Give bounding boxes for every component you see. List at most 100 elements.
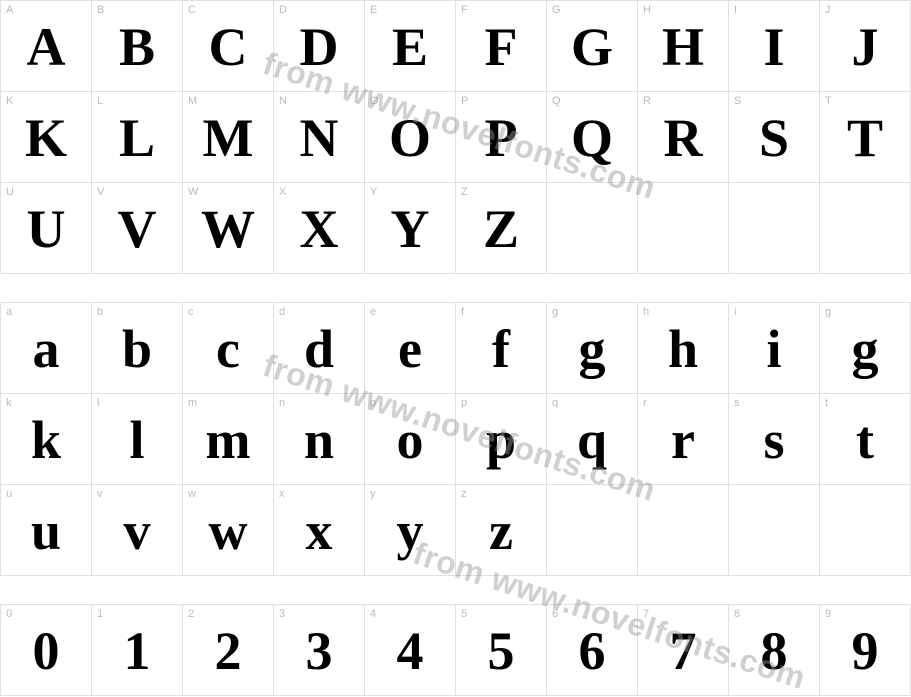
- glyph-cell: ll: [92, 394, 183, 485]
- glyph: 6: [579, 624, 606, 678]
- glyph-cell-label: y: [370, 488, 376, 500]
- glyph-cell: tt: [820, 394, 911, 485]
- glyph-cell: YY: [365, 183, 456, 274]
- glyph: Z: [483, 202, 519, 256]
- glyph-cell-label: 6: [552, 608, 558, 620]
- glyph-cell-label: X: [279, 186, 286, 198]
- glyph-grid-digits: 00112233445566778899: [0, 604, 911, 696]
- glyph-cell: ff: [456, 303, 547, 394]
- glyph-cell-label: t: [825, 397, 828, 409]
- glyph-cell-label: 2: [188, 608, 194, 620]
- glyph-cell: JJ: [820, 1, 911, 92]
- glyph-cell-label: V: [97, 186, 104, 198]
- glyph-cell-label: Z: [461, 186, 468, 198]
- glyph-cell-label: 8: [734, 608, 740, 620]
- glyph: 5: [488, 624, 515, 678]
- glyph-cell-label: P: [461, 95, 468, 107]
- glyph-cell-label: m: [188, 397, 197, 409]
- glyph: R: [664, 111, 703, 165]
- glyph-cell: 77: [638, 605, 729, 696]
- glyph-cell: [820, 183, 911, 274]
- glyph: t: [856, 413, 874, 467]
- glyph-cell: [547, 183, 638, 274]
- glyph-cell-label: 9: [825, 608, 831, 620]
- glyph: 0: [33, 624, 60, 678]
- glyph: T: [847, 111, 883, 165]
- glyph-cell-label: T: [825, 95, 832, 107]
- glyph-cell: aa: [1, 303, 92, 394]
- glyph-cell-label: s: [734, 397, 740, 409]
- glyph-cell: [547, 485, 638, 576]
- section-spacer: [0, 274, 911, 302]
- glyph-cell: 99: [820, 605, 911, 696]
- glyph-cell: XX: [274, 183, 365, 274]
- glyph-cell: ss: [729, 394, 820, 485]
- glyph-cell: mm: [183, 394, 274, 485]
- glyph-cell: rr: [638, 394, 729, 485]
- glyph-cell-label: x: [279, 488, 285, 500]
- glyph-cell: cc: [183, 303, 274, 394]
- glyph-cell: PP: [456, 92, 547, 183]
- glyph-cell: gg: [547, 303, 638, 394]
- glyph-cell-label: S: [734, 95, 741, 107]
- glyph-cell: BB: [92, 1, 183, 92]
- glyph-cell-label: a: [6, 306, 12, 318]
- glyph: K: [25, 111, 67, 165]
- glyph: B: [119, 20, 155, 74]
- glyph-cell: DD: [274, 1, 365, 92]
- glyph-cell-label: I: [734, 4, 737, 16]
- section-spacer: [0, 576, 911, 604]
- glyph: J: [852, 20, 879, 74]
- glyph-cell-label: c: [188, 306, 194, 318]
- glyph-cell-label: Y: [370, 186, 377, 198]
- glyph-cell-label: e: [370, 306, 376, 318]
- glyph-cell: [729, 485, 820, 576]
- glyph-cell-label: A: [6, 4, 13, 16]
- glyph-grid-lowercase: aabbccddeeffgghhiiggkkllmmnnooppqqrrsstt…: [0, 302, 911, 576]
- glyph: f: [492, 322, 510, 376]
- glyph-cell: NN: [274, 92, 365, 183]
- glyph-cell-label: z: [461, 488, 467, 500]
- glyph-cell-label: f: [461, 306, 464, 318]
- glyph-cell-label: 5: [461, 608, 467, 620]
- glyph-cell: dd: [274, 303, 365, 394]
- glyph-cell: MM: [183, 92, 274, 183]
- glyph: q: [577, 413, 607, 467]
- glyph-cell: WW: [183, 183, 274, 274]
- glyph: 3: [306, 624, 333, 678]
- glyph-cell: hh: [638, 303, 729, 394]
- glyph: D: [300, 20, 339, 74]
- glyph-cell-label: q: [552, 397, 558, 409]
- glyph-cell-label: u: [6, 488, 12, 500]
- glyph-cell: kk: [1, 394, 92, 485]
- glyph-cell: KK: [1, 92, 92, 183]
- glyph-cell: 88: [729, 605, 820, 696]
- glyph-cell: 44: [365, 605, 456, 696]
- glyph-cell: [820, 485, 911, 576]
- glyph-cell: 55: [456, 605, 547, 696]
- glyph: g: [579, 322, 606, 376]
- glyph-cell-label: d: [279, 306, 285, 318]
- glyph-cell: OO: [365, 92, 456, 183]
- glyph: s: [763, 413, 784, 467]
- glyph-cell: QQ: [547, 92, 638, 183]
- glyph: g: [852, 322, 879, 376]
- glyph-cell-label: N: [279, 95, 287, 107]
- glyph: U: [27, 202, 66, 256]
- glyph-cell: ee: [365, 303, 456, 394]
- glyph-cell: [729, 183, 820, 274]
- glyph-cell-label: 0: [6, 608, 12, 620]
- glyph-cell-label: R: [643, 95, 651, 107]
- glyph-cell: II: [729, 1, 820, 92]
- glyph-cell: xx: [274, 485, 365, 576]
- glyph-cell: FF: [456, 1, 547, 92]
- glyph-cell-label: n: [279, 397, 285, 409]
- glyph: p: [486, 413, 516, 467]
- glyph: A: [27, 20, 66, 74]
- glyph-cell-label: C: [188, 4, 196, 16]
- glyph: o: [397, 413, 424, 467]
- glyph-cell-label: D: [279, 4, 287, 16]
- glyph-cell-label: B: [97, 4, 104, 16]
- glyph: u: [31, 504, 61, 558]
- glyph: H: [662, 20, 704, 74]
